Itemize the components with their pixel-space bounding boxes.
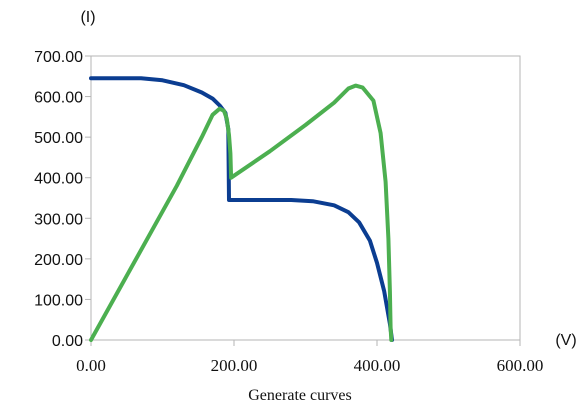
x-tick-label: 600.00 [497, 356, 544, 375]
y-tick-label: 100.00 [34, 292, 83, 309]
x-tick-label: 0.00 [76, 356, 106, 375]
x-tick-label: 200.00 [211, 356, 258, 375]
plot-area-frame [90, 55, 521, 341]
y-tick-label: 500.00 [34, 130, 83, 147]
y-tick-label: 600.00 [34, 90, 83, 107]
y-tick-label: 300.00 [34, 211, 83, 228]
series-line-1 [89, 76, 394, 342]
y-axis-unit-label: (I) [80, 9, 95, 26]
chart-caption: Generate curves [248, 387, 352, 404]
y-tick-label: 400.00 [34, 171, 83, 188]
y-tick-label: 200.00 [34, 252, 83, 269]
y-axis-ticks: 0.00 100.00 200.00 300.00 400.00 500.00 600.00… [34, 49, 91, 350]
x-axis-ticks: 0.00 200.00 400.00 600.00 [76, 340, 543, 375]
series-layer [89, 76, 394, 342]
y-tick-label: 0.00 [52, 333, 83, 350]
series-line-2 [89, 83, 394, 342]
x-tick-label: 400.00 [354, 356, 401, 375]
x-axis-unit-label: (V) [555, 332, 576, 349]
y-tick-label: 700.00 [34, 49, 83, 66]
